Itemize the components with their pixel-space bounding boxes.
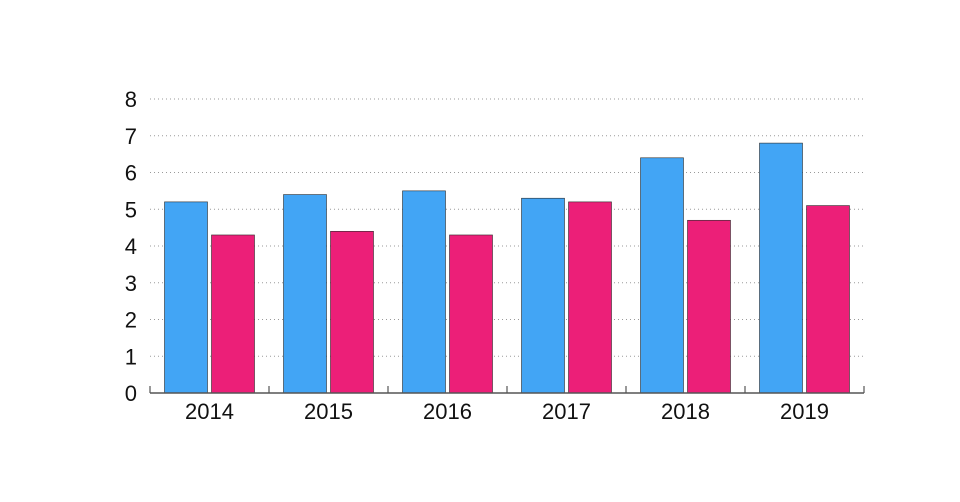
y-tick-label: 2 xyxy=(125,308,137,333)
bar-series-2-2015 xyxy=(330,231,374,394)
bar-series-1-2014 xyxy=(164,201,208,394)
x-tick-label: 2019 xyxy=(780,399,829,424)
axes xyxy=(149,386,865,394)
bar-series-2-2019 xyxy=(806,205,850,394)
bar-series-1-2017 xyxy=(521,197,565,394)
y-tick-label: 0 xyxy=(125,381,137,406)
y-tick-label: 3 xyxy=(125,271,137,296)
y-tick-label: 6 xyxy=(125,161,137,186)
x-tick-labels: 2014 2015 2016 2017 2018 2019 xyxy=(185,399,829,424)
bar-series-2-2016 xyxy=(449,234,493,394)
bar-series-1-2016 xyxy=(402,190,446,394)
bar-series-1-2015 xyxy=(283,194,327,394)
x-tick-label: 2017 xyxy=(542,399,591,424)
bar-series-1-2019 xyxy=(759,142,803,394)
bar-series-1-2018 xyxy=(640,157,684,394)
x-tick-label: 2018 xyxy=(661,399,710,424)
x-tick-label: 2016 xyxy=(423,399,472,424)
y-tick-labels: 0 1 2 3 4 5 6 7 8 xyxy=(125,87,137,406)
y-tick-label: 7 xyxy=(125,124,137,149)
y-tick-label: 5 xyxy=(125,197,137,222)
y-tick-label: 4 xyxy=(125,234,137,259)
bar-series-2-2017 xyxy=(568,201,612,394)
y-tick-label: 8 xyxy=(125,87,137,112)
bar-series-2-2014 xyxy=(211,234,255,394)
x-tick-label: 2014 xyxy=(185,399,234,424)
y-tick-label: 1 xyxy=(125,344,137,369)
bar-series-2-2018 xyxy=(687,219,731,394)
x-tick-label: 2015 xyxy=(304,399,353,424)
gridlines xyxy=(150,98,864,357)
bars xyxy=(164,142,850,394)
